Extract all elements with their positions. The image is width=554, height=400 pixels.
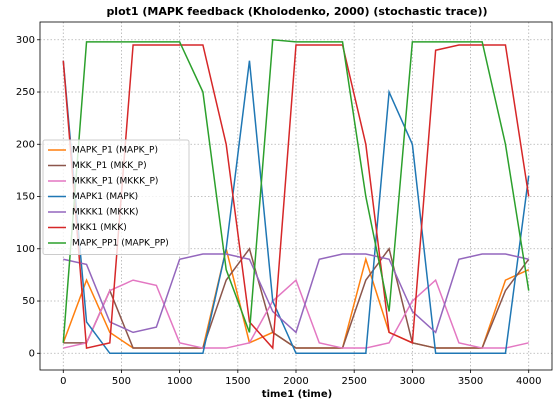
legend-label: MKKK_P1 (MKKK_P): [72, 177, 158, 187]
y-tick-label: 250: [16, 87, 35, 98]
y-tick-label: 300: [16, 35, 35, 46]
x-tick-label: 3000: [400, 376, 425, 387]
x-tick-label: 3500: [458, 376, 483, 387]
legend-box: [42, 139, 190, 255]
x-axis-label: time1 (time): [262, 389, 332, 400]
y-tick-label: 50: [22, 296, 35, 307]
series-line: [63, 278, 529, 349]
legend-label: MAPK_PP1 (MAPK_PP): [72, 239, 169, 249]
x-tick-label: 500: [112, 376, 131, 387]
legend: MAPK_P1 (MAPK_P) MKK_P1 (MKK_P) MKKK_P1 (M…: [42, 139, 190, 255]
x-tick-label: 1000: [167, 376, 192, 387]
x-tick-label: 2000: [283, 376, 308, 387]
series-line: [62, 60, 530, 355]
legend-label: MAPK_P1 (MAPK_P): [72, 146, 158, 156]
x-tick-label: 1500: [225, 376, 250, 387]
legend-label: MAPK1 (MAPK): [72, 192, 138, 202]
y-tick-label: 150: [16, 192, 35, 203]
x-tick-label: 2500: [341, 376, 366, 387]
chart-title: plot1 (MAPK feedback (Kholodenko, 2000) …: [106, 5, 487, 18]
legend-label: MKKK1 (MKKK): [72, 208, 139, 218]
series-line: [63, 253, 529, 334]
legend-label: MKK_P1 (MKK_P): [72, 161, 147, 171]
y-tick-label: 100: [16, 244, 35, 255]
x-tick-label: 0: [60, 376, 66, 387]
x-tick-label: 4000: [516, 376, 541, 387]
plot-frame: [39, 21, 553, 371]
y-tick-label: 0: [29, 348, 35, 359]
legend-label: MKK1 (MKK): [72, 223, 127, 233]
series-line: [62, 44, 530, 350]
series-line: [63, 247, 530, 349]
series-line: [62, 38, 530, 343]
y-tick-label: 200: [16, 139, 35, 150]
